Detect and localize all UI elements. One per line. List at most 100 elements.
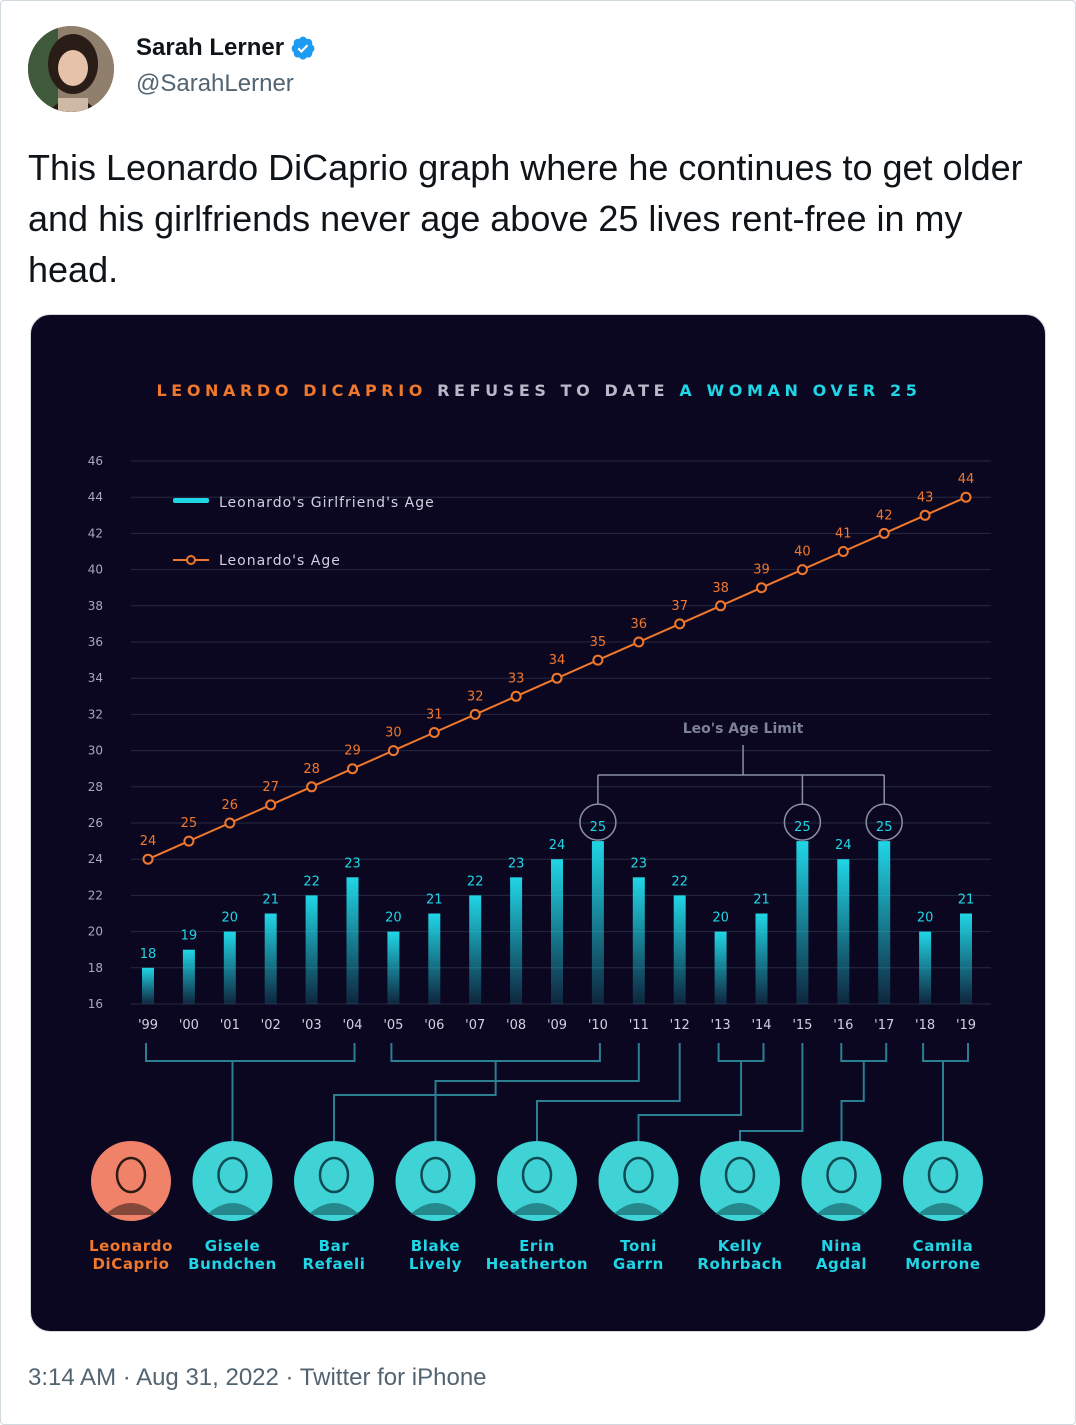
tweet-media-chart[interactable]: LEONARDO DICAPRIO REFUSES TO DATE A WOMA… (30, 314, 1046, 1332)
leo-age-point-'15 (796, 564, 808, 576)
leo-age-point-'18 (919, 509, 931, 521)
legend-label-girlfriend-age: Leonardo's Girlfriend's Age (219, 495, 435, 511)
x-tick-label: '19 (956, 1018, 976, 1033)
year-bracket (717, 1043, 765, 1062)
bar-'13 (714, 931, 727, 1004)
leo-age-value-label: 42 (876, 508, 893, 523)
legend-line-marker (186, 555, 196, 565)
y-tick-label: 32 (88, 707, 103, 721)
tweet-footer: 3:14 AM · Aug 31, 2022 · Twitter for iPh… (28, 1364, 487, 1392)
person-shoulders (917, 1203, 969, 1215)
person-shoulders (612, 1203, 665, 1215)
author-name[interactable]: Sarah Lerner (136, 34, 285, 61)
person-avatar-toni (598, 1141, 679, 1221)
connector-nina (840, 1043, 888, 1141)
bar-'07 (469, 895, 482, 1004)
leo-age-value-label: 37 (671, 599, 688, 614)
bar-'14 (755, 913, 768, 1004)
person-last-name: Refaeli (302, 1255, 365, 1273)
bar-'99 (142, 967, 154, 1004)
annotation-ring-'17 (865, 803, 903, 841)
bar-value-label: 23 (631, 856, 648, 871)
leo-age-value-label: 26 (222, 798, 239, 813)
leo-age-point-'01 (224, 817, 236, 829)
bar-value-label: 24 (549, 838, 566, 853)
chart-title: LEONARDO DICAPRIO REFUSES TO DATE A WOMA… (157, 381, 922, 400)
x-tick-label: '05 (383, 1018, 403, 1033)
x-tick-label: '15 (792, 1018, 812, 1033)
person-avatar-kelly (700, 1141, 780, 1221)
leo-age-value-label: 34 (549, 653, 566, 668)
x-tick-label: '99 (138, 1018, 158, 1033)
bar-value-label: 20 (222, 911, 239, 926)
bar-'10 (591, 841, 604, 1004)
person-last-name: Lively (409, 1255, 462, 1273)
author-avatar[interactable] (28, 26, 114, 112)
bar-value-label: 21 (426, 893, 443, 908)
person-first-name: Toni (620, 1237, 657, 1255)
bar-value-label: 22 (303, 874, 320, 889)
y-tick-label: 36 (88, 635, 103, 649)
chart-svg: LEONARDO DICAPRIO REFUSES TO DATE A WOMA… (88, 381, 991, 1273)
connector-path (434, 1061, 640, 1141)
bar-'06 (428, 913, 441, 1004)
x-tick-label: '13 (711, 1018, 731, 1033)
person-last-name: Bundchen (188, 1255, 277, 1273)
year-bracket (922, 1043, 969, 1062)
person-face-outline (724, 1156, 756, 1194)
bar-value-label: 21 (262, 893, 279, 908)
bar-'15 (796, 841, 809, 1004)
leo-age-point-'11 (633, 636, 645, 648)
tweet-source[interactable]: Twitter for iPhone (299, 1364, 487, 1391)
tweet-date[interactable]: Aug 31, 2022 (136, 1364, 279, 1391)
bar-value-label: 23 (508, 856, 525, 871)
x-tick-label: '11 (629, 1018, 649, 1033)
leo-age-point-'04 (347, 763, 358, 775)
x-tick-label: '01 (220, 1018, 240, 1033)
y-tick-label: 20 (88, 925, 103, 939)
person-avatar-blake (395, 1141, 476, 1221)
person-last-name: DiCaprio (92, 1255, 169, 1273)
tweet-time[interactable]: 3:14 AM (28, 1364, 117, 1391)
tweet-text: This Leonardo DiCaprio graph where he co… (28, 147, 1023, 290)
connector-path (637, 1061, 743, 1141)
connector-kelly (739, 1043, 804, 1141)
leo-age-point-'19 (960, 491, 972, 503)
x-tick-label: '16 (833, 1018, 853, 1033)
person-shoulders (409, 1203, 462, 1215)
leo-age-point-'09 (551, 672, 563, 684)
bar-'03 (305, 895, 318, 1004)
person-face-outline (420, 1156, 451, 1194)
person-first-name: Blake (411, 1237, 460, 1255)
bar-'17 (878, 841, 891, 1004)
person-first-name: Gisele (205, 1237, 260, 1255)
author-handle[interactable]: @SarahLerner (136, 70, 294, 97)
bar-'18 (919, 931, 932, 1004)
chart-title-part-2: A WOMAN OVER 25 (679, 381, 921, 400)
y-tick-label: 42 (88, 526, 103, 540)
leo-age-point-'03 (306, 781, 318, 793)
person-last-name: Rohrbach (697, 1255, 782, 1273)
y-tick-label: 34 (88, 671, 103, 685)
y-tick-label: 16 (88, 997, 103, 1011)
leo-age-value-label: 27 (262, 780, 279, 795)
leo-age-value-label: 35 (590, 635, 607, 650)
bar-'02 (264, 913, 277, 1004)
bar-value-label: 25 (794, 820, 811, 835)
bar-'04 (346, 877, 359, 1004)
bar-value-label: 20 (712, 911, 729, 926)
person-face-outline (927, 1156, 959, 1194)
bar-value-label: 21 (958, 893, 975, 908)
x-tick-label: '00 (179, 1018, 199, 1033)
person-face-outline (521, 1156, 553, 1194)
person-shoulders (815, 1203, 868, 1215)
person-avatar-bar (294, 1141, 374, 1221)
person-avatar-erin (497, 1141, 577, 1221)
person-face-outline (623, 1156, 654, 1194)
footer-separator-1: · (116, 1364, 137, 1391)
bar-value-label: 23 (344, 856, 361, 871)
y-tick-label: 28 (88, 780, 103, 794)
leo-age-point-'00 (183, 835, 195, 847)
person-first-name: Nina (821, 1237, 862, 1255)
y-tick-label: 22 (88, 888, 103, 902)
